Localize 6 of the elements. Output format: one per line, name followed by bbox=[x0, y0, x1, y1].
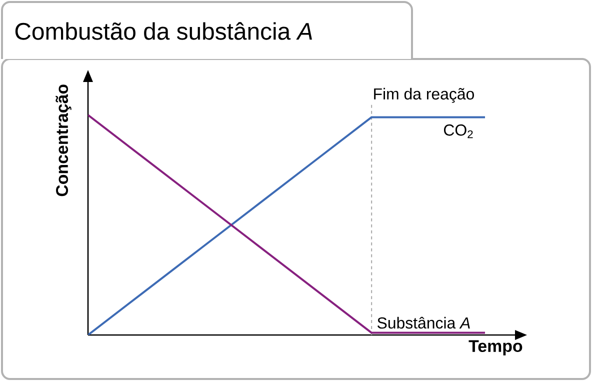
y-axis-title: Concentração bbox=[56, 84, 72, 196]
chart-title: Combustão da substância A bbox=[15, 22, 312, 40]
text: Fim da reação bbox=[374, 88, 474, 103]
x-axis-title: Tempo bbox=[468, 340, 522, 356]
series-label: Substância A bbox=[378, 316, 470, 329]
series-label: CO$_{2}$ bbox=[444, 124, 473, 138]
